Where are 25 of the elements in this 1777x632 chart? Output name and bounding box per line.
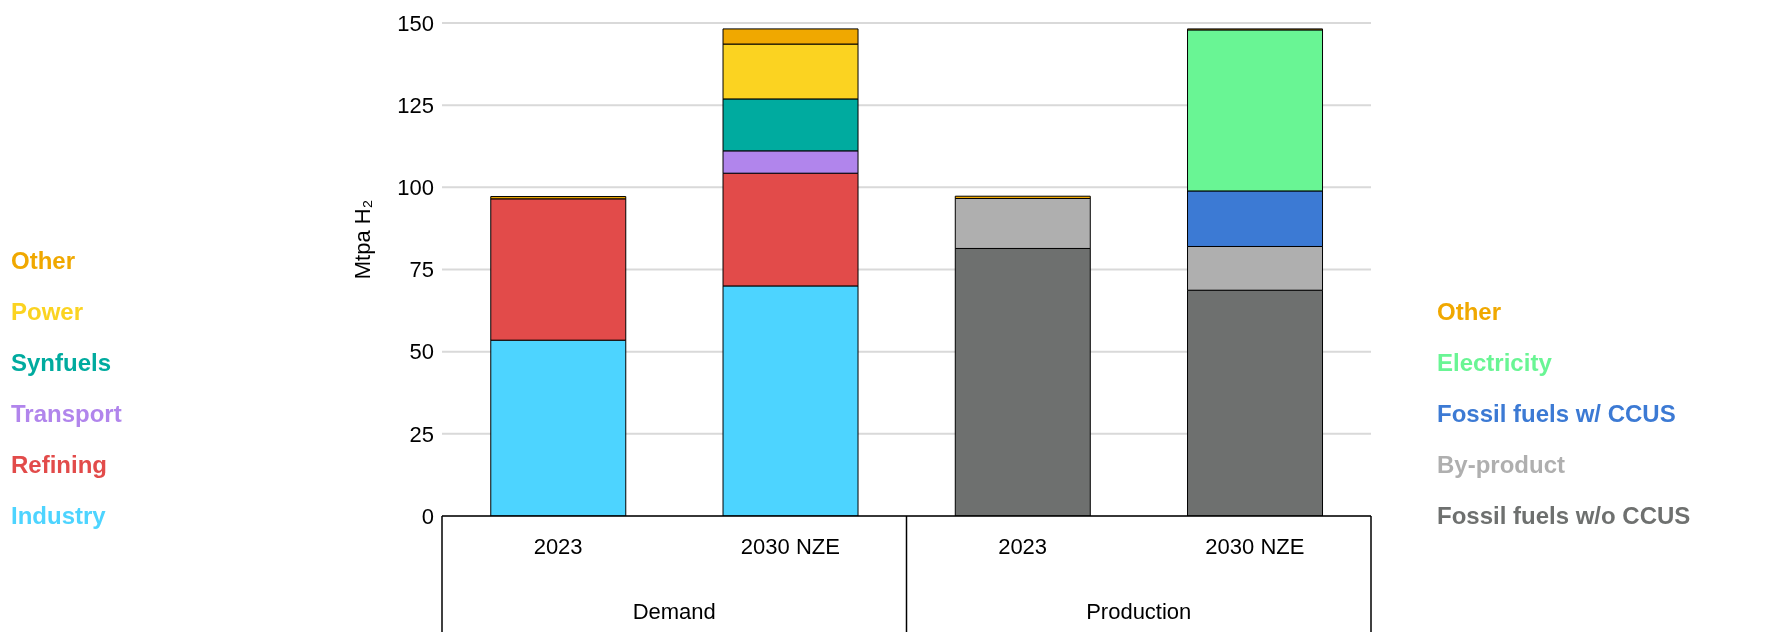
x-tick-label: 2030 NZE — [740, 534, 840, 559]
y-tick-label: 50 — [409, 339, 434, 365]
y-tick-label: 75 — [409, 257, 434, 283]
text: Transport — [11, 400, 122, 428]
text: Production — [1086, 599, 1192, 624]
text: Electricity — [1437, 349, 1552, 377]
x-tick-label: 2023 — [998, 534, 1048, 559]
text: Other — [1437, 298, 1502, 326]
y-tick-label: 150 — [397, 10, 434, 36]
text: Synfuels — [11, 349, 112, 377]
x-tick-label: 2030 NZE — [1205, 534, 1305, 559]
y-tick-label: 100 — [397, 175, 434, 201]
text: Industry — [11, 502, 106, 530]
y-tick-label: 125 — [397, 92, 434, 118]
text: Demand — [632, 599, 716, 624]
text: Refining — [11, 451, 107, 479]
x-tick-label: 2023 — [533, 534, 583, 559]
text: By-product — [1437, 451, 1565, 479]
y-axis-title: Mtpa H₂ — [349, 199, 375, 280]
text: Fossil fuels w/ CCUS — [1437, 400, 1676, 428]
text: Power — [11, 298, 84, 326]
text: Other — [11, 247, 76, 274]
y-tick-label: 25 — [409, 421, 434, 447]
y-tick-label: 0 — [421, 503, 434, 529]
text: Fossil fuels w/o CCUS — [1437, 502, 1691, 530]
